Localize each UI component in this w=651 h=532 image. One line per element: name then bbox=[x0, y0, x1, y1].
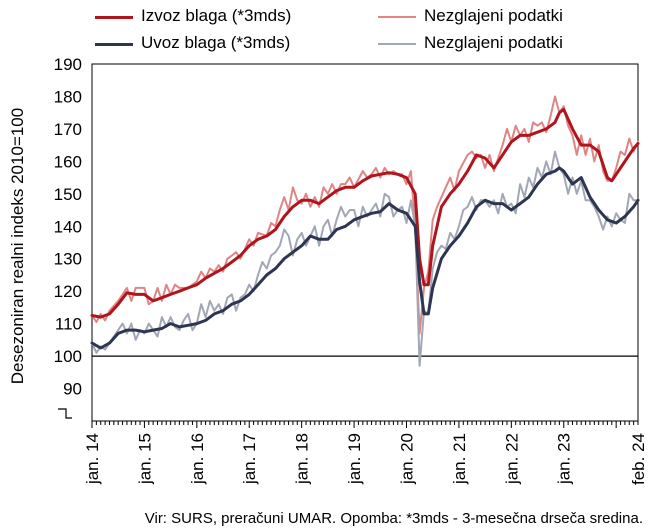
legend-label-izvoz-raw: Nezglajeni podatki bbox=[424, 6, 563, 25]
x-tick-label: jan. 15 bbox=[135, 433, 154, 485]
series-line-izvoz-raw bbox=[91, 95, 639, 335]
series-layer bbox=[90, 95, 640, 367]
axis-break-marker bbox=[58, 408, 72, 419]
x-tick-label: feb. 24 bbox=[629, 433, 648, 485]
y-tick-label: 140 bbox=[54, 217, 82, 236]
x-tick-label: jan. 17 bbox=[240, 433, 259, 485]
x-tick-label: jan. 21 bbox=[450, 433, 469, 485]
y-tick-label: 110 bbox=[55, 315, 82, 334]
y-tick-label: 150 bbox=[54, 185, 82, 204]
x-tick-label: jan. 23 bbox=[555, 433, 574, 485]
x-tick-label: jan. 18 bbox=[293, 433, 312, 485]
legend-swatch-uvoz bbox=[95, 43, 133, 46]
y-tick-label: 180 bbox=[54, 87, 82, 106]
y-tick-label: 130 bbox=[54, 250, 82, 269]
legend-swatch-izvoz-raw bbox=[378, 16, 416, 18]
y-tick-label: 160 bbox=[54, 152, 82, 171]
x-tick-label: jan. 14 bbox=[83, 433, 102, 485]
x-tick-label: jan. 16 bbox=[188, 433, 207, 485]
x-tick-label: jan. 22 bbox=[502, 433, 521, 485]
x-tick-label: jan. 20 bbox=[397, 433, 416, 485]
series-line-uvoz-raw bbox=[91, 150, 639, 367]
series-line-izvoz bbox=[90, 107, 640, 319]
legend-swatch-izvoz bbox=[95, 16, 133, 19]
legend-label-uvoz-raw: Nezglajeni podatki bbox=[424, 33, 563, 52]
plot-border bbox=[91, 63, 639, 422]
legend-swatch-uvoz-raw bbox=[378, 43, 416, 45]
y-tick-label: 90 bbox=[63, 380, 82, 399]
x-tick-label: jan. 19 bbox=[345, 433, 364, 485]
y-tick-label: 120 bbox=[54, 282, 82, 301]
series-line-uvoz bbox=[90, 166, 640, 350]
y-tick-label: 170 bbox=[54, 120, 82, 139]
y-tick-label: 100 bbox=[54, 347, 82, 366]
x-axis: jan. 14 jan. 15 jan. 16 jan. 17 jan. 18 jan. … bbox=[83, 421, 648, 485]
legend-label-izvoz: Izvoz blaga (*3mds) bbox=[141, 6, 292, 25]
source-note: Vir: SURS, preračuni UMAR. Opomba: *3mds… bbox=[144, 510, 643, 527]
y-tick-label: 190 bbox=[54, 55, 82, 74]
legend-label-uvoz: Uvoz blaga (*3mds) bbox=[141, 33, 291, 52]
plot-frame bbox=[91, 63, 639, 422]
y-axis: 190 180 170 160 150 140 130 120 110 100 90 bbox=[54, 55, 82, 419]
y-axis-title: Desezoniran realni indeks 2010=100 bbox=[8, 107, 27, 385]
